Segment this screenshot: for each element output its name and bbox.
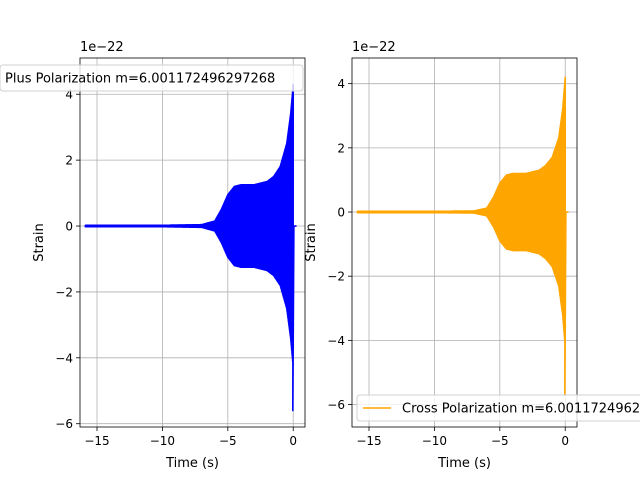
y-axis-label: Strain <box>304 223 319 262</box>
series-line <box>84 83 297 412</box>
x-axis-ticks: −15 −10 −5 0 <box>84 427 297 448</box>
x-tick-label: −5 <box>491 434 509 448</box>
y-tick-label: −4 <box>327 334 345 348</box>
legend: Cross Polarization m=6.001172496297268 <box>356 394 640 422</box>
y-axis-label: Strain <box>32 223 47 262</box>
legend: Plus Polarization m=6.001172496297268 <box>0 64 304 92</box>
legend-entry: Cross Polarization m=6.001172496297268 <box>402 402 640 417</box>
x-tick-label: −10 <box>422 434 447 448</box>
cross-polarization-chart: −15 −10 −5 0 −6 −4 −2 0 2 4 1e−22 Time (s) Strai… <box>304 40 640 471</box>
x-tick-label: 0 <box>289 434 297 448</box>
axes-frame <box>79 57 306 428</box>
x-axis-label: Time (s) <box>437 456 491 471</box>
y-tick-label: 2 <box>337 141 345 155</box>
y-tick-label: 4 <box>337 77 345 91</box>
series-layer <box>356 76 569 396</box>
legend-box <box>0 64 304 92</box>
x-axis-ticks: −15 −10 −5 0 <box>356 427 569 448</box>
x-tick-label: −5 <box>219 434 237 448</box>
legend-box <box>356 394 640 422</box>
y-tick-label: 0 <box>65 220 73 234</box>
y-tick-label: −2 <box>55 285 73 299</box>
plus-polarization-chart: −15 −10 −5 0 −6 −4 −2 0 2 4 1e−22 Time (s) Strai… <box>0 40 306 471</box>
x-tick-label: −10 <box>150 434 175 448</box>
y-tick-label: −6 <box>327 398 345 412</box>
x-tick-label: 0 <box>561 434 569 448</box>
y-tick-label: −6 <box>55 417 73 431</box>
series-layer <box>84 83 297 412</box>
legend-entry: Plus Polarization m=6.001172496297268 <box>5 72 275 87</box>
y-tick-label: 2 <box>65 154 73 168</box>
series-line <box>356 76 569 396</box>
y-offset-label: 1e−22 <box>352 40 396 55</box>
axes-frame <box>351 57 578 428</box>
y-tick-label: 0 <box>337 206 345 220</box>
x-tick-label: −15 <box>84 434 109 448</box>
y-tick-label: −2 <box>327 270 345 284</box>
y-axis-ticks: −6 −4 −2 0 2 4 <box>327 77 352 412</box>
y-axis-ticks: −6 −4 −2 0 2 4 <box>55 88 80 431</box>
y-tick-label: 4 <box>65 88 73 102</box>
y-tick-label: −4 <box>55 351 73 365</box>
y-offset-label: 1e−22 <box>80 40 124 55</box>
x-axis-label: Time (s) <box>165 456 219 471</box>
x-tick-label: −15 <box>356 434 381 448</box>
